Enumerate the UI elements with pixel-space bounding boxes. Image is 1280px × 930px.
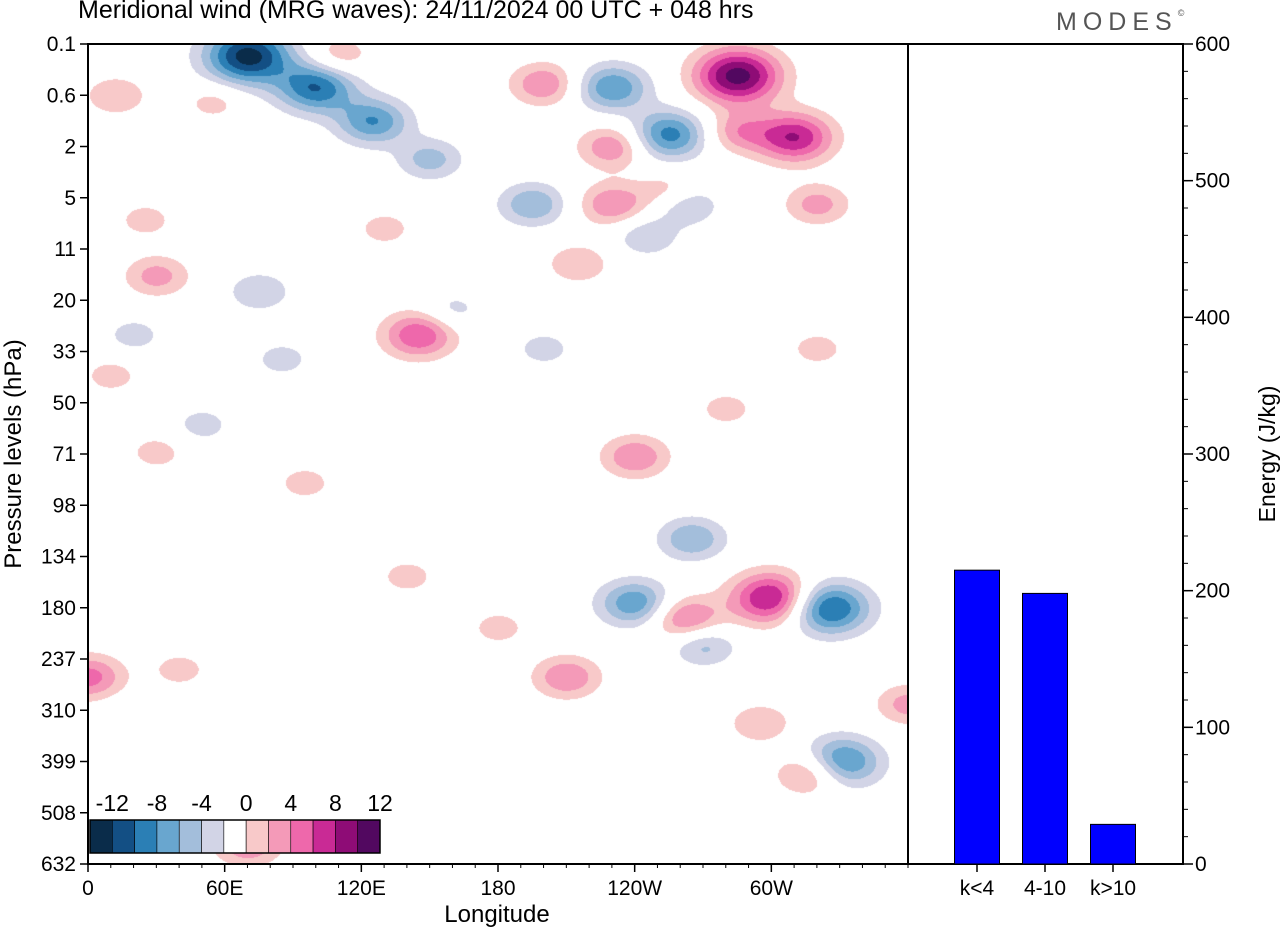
heatmap-y-tick-label: 180 — [41, 597, 76, 620]
heatmap-x-axis-label: Longitude — [444, 901, 549, 928]
brand-text: MODES — [1056, 8, 1178, 36]
heatmap-y-tick-label: 310 — [41, 699, 76, 722]
colorbar-label: -4 — [191, 790, 212, 816]
bar-x-tick-label: 4-10 — [1024, 877, 1066, 900]
colorbar-swatch — [335, 819, 358, 854]
colorbar-swatch — [245, 819, 269, 854]
heatmap-y-tick-label: 20 — [53, 289, 76, 312]
heatmap-x-tick-label: 180 — [480, 877, 515, 900]
colorbar-swatch — [268, 819, 292, 854]
colorbar-swatch — [357, 819, 381, 854]
colorbar-swatch — [223, 819, 247, 854]
heatmap-x-tick-label: 60W — [750, 877, 793, 900]
energy-bar — [954, 569, 1000, 865]
colorbar-swatch — [178, 819, 202, 854]
heatmap-y-tick-label: 237 — [41, 648, 76, 671]
colorbar-swatch — [89, 819, 113, 854]
heatmap-x-tick-label: 120E — [337, 877, 386, 900]
colorbar-label: -8 — [147, 790, 167, 816]
colorbar-swatch — [134, 819, 158, 854]
bar-x-tick-label: k<4 — [960, 877, 995, 900]
bar-y-tick-label: 500 — [1195, 170, 1230, 193]
heatmap-y-tick-label: 98 — [53, 494, 76, 517]
heatmap-y-tick-label: 0.6 — [47, 84, 76, 107]
energy-bar — [1022, 592, 1068, 865]
heatmap-x-tick-label: 120W — [607, 877, 662, 900]
brand-mark: © — [1177, 8, 1185, 18]
bar-y-tick-label: 300 — [1195, 443, 1230, 466]
colorbar-frame — [89, 819, 381, 854]
colorbar-swatch — [312, 819, 336, 854]
bar-y-tick-label: 200 — [1195, 580, 1230, 603]
heatmap-y-tick-label: 5 — [64, 187, 76, 210]
heatmap-y-tick-label: 0.1 — [47, 33, 76, 56]
colorbar-label: 12 — [367, 790, 393, 816]
bar-y-tick-label: 600 — [1195, 33, 1230, 56]
bar-x-tick-label: k>10 — [1090, 877, 1136, 900]
heatmap-y-tick-label: 399 — [41, 751, 76, 774]
colorbar-label: -12 — [96, 790, 129, 816]
heatmap-y-tick-label: 508 — [41, 802, 76, 825]
colorbar-swatch — [156, 819, 180, 854]
heatmap-y-tick-label: 2 — [64, 136, 76, 159]
brand-logo: MODES© — [1056, 8, 1184, 37]
bar-y-axis-label: Energy (J/kg) — [1254, 386, 1280, 523]
heatmap-field — [88, 44, 908, 864]
heatmap-x-tick-label: 0 — [82, 877, 94, 900]
heatmap-y-tick-label: 134 — [41, 546, 76, 569]
heatmap-y-tick-label: 632 — [41, 853, 76, 876]
chart-title: Meridional wind (MRG waves): 24/11/2024 … — [78, 0, 754, 24]
colorbar-swatch — [112, 819, 135, 854]
heatmap-y-tick-label: 50 — [53, 392, 76, 415]
energy-bar — [1090, 823, 1136, 865]
colorbar-swatch — [290, 819, 314, 854]
heatmap-y-tick-label: 11 — [54, 238, 76, 261]
colorbar-swatch — [201, 819, 225, 854]
bar-y-tick-label: 100 — [1195, 716, 1230, 739]
heatmap-y-axis-label: Pressure levels (hPa) — [0, 339, 27, 568]
bar-y-tick-label: 0 — [1195, 853, 1207, 876]
colorbar-label: 0 — [240, 790, 253, 816]
heatmap-x-tick-label: 60E — [206, 877, 243, 900]
bar-y-tick-label: 400 — [1195, 306, 1230, 329]
heatmap-y-tick-label: 33 — [53, 341, 76, 364]
heatmap-y-tick-label: 71 — [53, 443, 76, 466]
colorbar-label: 8 — [329, 790, 342, 816]
colorbar-label: 4 — [284, 790, 297, 816]
